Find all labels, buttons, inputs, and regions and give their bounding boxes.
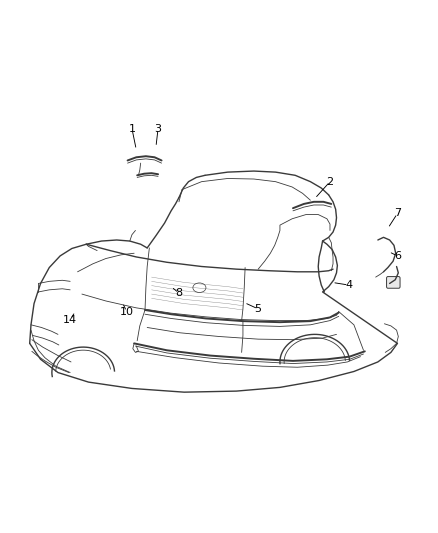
Text: 1: 1 [128,124,135,134]
Text: 3: 3 [155,124,162,134]
Text: 4: 4 [345,280,352,290]
Text: 8: 8 [175,288,183,298]
Text: 14: 14 [63,314,77,325]
Text: 5: 5 [254,304,261,314]
Text: 6: 6 [394,251,401,261]
Text: 10: 10 [120,306,134,317]
Text: 7: 7 [394,208,401,219]
FancyBboxPatch shape [387,277,400,288]
Text: 2: 2 [326,176,334,187]
